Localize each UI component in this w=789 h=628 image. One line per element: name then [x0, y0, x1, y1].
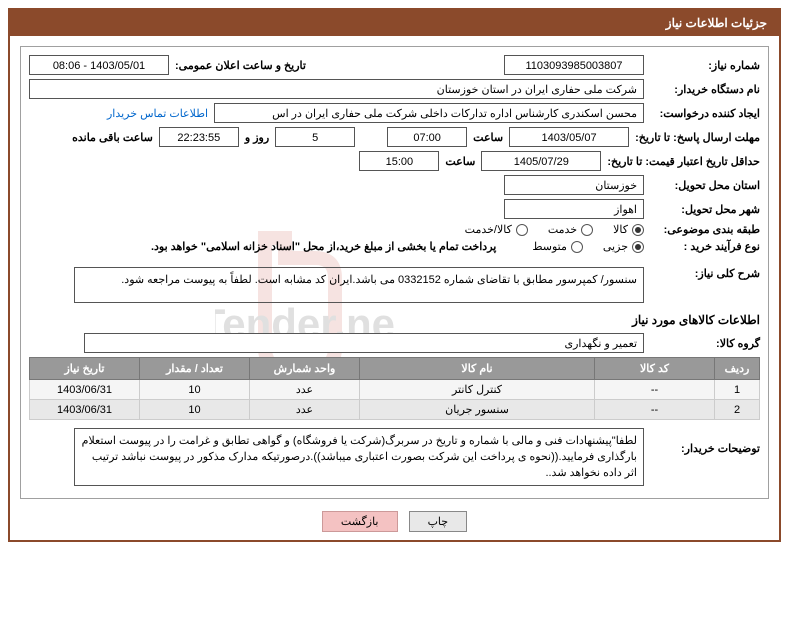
radio-small[interactable]: جزیی [603, 240, 644, 253]
province-label: استان محل تحویل: [650, 179, 760, 192]
radio-icon [571, 241, 583, 253]
table-cell: سنسور جریان [360, 400, 595, 420]
table-cell: عدد [250, 380, 360, 400]
need-number-value: 1103093985003807 [504, 55, 644, 75]
requester-label: ایجاد کننده درخواست: [650, 107, 760, 120]
validity-date: 1405/07/29 [481, 151, 601, 171]
table-cell: 10 [140, 400, 250, 420]
goods-section-title: اطلاعات کالاهای مورد نیاز [29, 313, 760, 327]
category-label: طبقه بندی موضوعی: [650, 223, 760, 236]
buyer-notes-label: توضیحات خریدار: [650, 428, 760, 455]
city-label: شهر محل تحویل: [650, 203, 760, 216]
details-panel: جزئیات اطلاعات نیاز شماره نیاز: 11030939… [8, 8, 781, 542]
th-unit: واحد شمارش [250, 358, 360, 380]
deadline-label: مهلت ارسال پاسخ: تا تاریخ: [635, 131, 760, 144]
remain-time: 22:23:55 [159, 127, 239, 147]
table-cell: 1 [715, 380, 760, 400]
table-row: 1--کنترل کانترعدد101403/06/31 [30, 380, 760, 400]
panel-header: جزئیات اطلاعات نیاز [10, 10, 779, 36]
radio-goods-label: کالا [613, 223, 628, 236]
radio-icon [581, 224, 593, 236]
radio-medium[interactable]: متوسط [532, 240, 583, 253]
table-cell: عدد [250, 400, 360, 420]
radio-icon [516, 224, 528, 236]
desc-label: شرح کلی نیاز: [650, 267, 760, 280]
form-container: شماره نیاز: 1103093985003807 تاریخ و ساع… [20, 46, 769, 499]
payment-note: پرداخت تمام یا بخشی از مبلغ خرید،از محل … [151, 240, 496, 253]
th-date: تاریخ نیاز [30, 358, 140, 380]
th-name: نام کالا [360, 358, 595, 380]
table-cell: -- [595, 400, 715, 420]
radio-small-label: جزیی [603, 240, 628, 253]
print-button[interactable]: چاپ [409, 511, 468, 532]
table-row: 2--سنسور جریانعدد101403/06/31 [30, 400, 760, 420]
buyer-contact-link[interactable]: اطلاعات تماس خریدار [107, 107, 208, 120]
radio-both-label: کالا/خدمت [465, 223, 512, 236]
table-cell: -- [595, 380, 715, 400]
table-cell: 2 [715, 400, 760, 420]
table-cell: 10 [140, 380, 250, 400]
buyer-notes-text: لطفا"پیشنهادات فنی و مالی با شماره و تار… [74, 428, 644, 486]
announce-label: تاریخ و ساعت اعلان عمومی: [175, 59, 306, 72]
deadline-time: 07:00 [387, 127, 467, 147]
radio-icon [632, 224, 644, 236]
radio-both[interactable]: کالا/خدمت [465, 223, 528, 236]
buyer-org-label: نام دستگاه خریدار: [650, 83, 760, 96]
table-cell: کنترل کانتر [360, 380, 595, 400]
time-label-2: ساعت [445, 155, 475, 168]
th-code: کد کالا [595, 358, 715, 380]
button-row: چاپ بازگشت [10, 511, 779, 532]
th-row: ردیف [715, 358, 760, 380]
radio-icon [632, 241, 644, 253]
province-value: خوزستان [504, 175, 644, 195]
back-button[interactable]: بازگشت [322, 511, 398, 532]
days-label: روز و [245, 131, 269, 144]
requester-value: محسن اسکندری کارشناس اداره تدارکات داخلی… [214, 103, 644, 123]
remain-label: ساعت باقی مانده [72, 131, 153, 144]
announce-value: 1403/05/01 - 08:06 [29, 55, 169, 75]
desc-text: سنسور/ کمپرسور مطابق با تقاضای شماره 033… [74, 267, 644, 303]
deadline-date: 1403/05/07 [509, 127, 629, 147]
table-cell: 1403/06/31 [30, 400, 140, 420]
goods-table: ردیف کد کالا نام کالا واحد شمارش تعداد /… [29, 357, 760, 420]
radio-service[interactable]: خدمت [548, 223, 593, 236]
days-value: 5 [275, 127, 355, 147]
validity-label: حداقل تاریخ اعتبار قیمت: تا تاریخ: [607, 155, 760, 168]
process-label: نوع فرآیند خرید : [650, 240, 760, 253]
group-value: تعمیر و نگهداری [84, 333, 644, 353]
radio-medium-label: متوسط [532, 240, 567, 253]
city-value: اهواز [504, 199, 644, 219]
time-label-1: ساعت [473, 131, 503, 144]
validity-time: 15:00 [359, 151, 439, 171]
group-label: گروه کالا: [650, 337, 760, 350]
buyer-org-value: شرکت ملی حفاری ایران در استان خوزستان [29, 79, 644, 99]
radio-service-label: خدمت [548, 223, 577, 236]
table-cell: 1403/06/31 [30, 380, 140, 400]
need-number-label: شماره نیاز: [650, 59, 760, 72]
radio-goods[interactable]: کالا [613, 223, 644, 236]
th-qty: تعداد / مقدار [140, 358, 250, 380]
